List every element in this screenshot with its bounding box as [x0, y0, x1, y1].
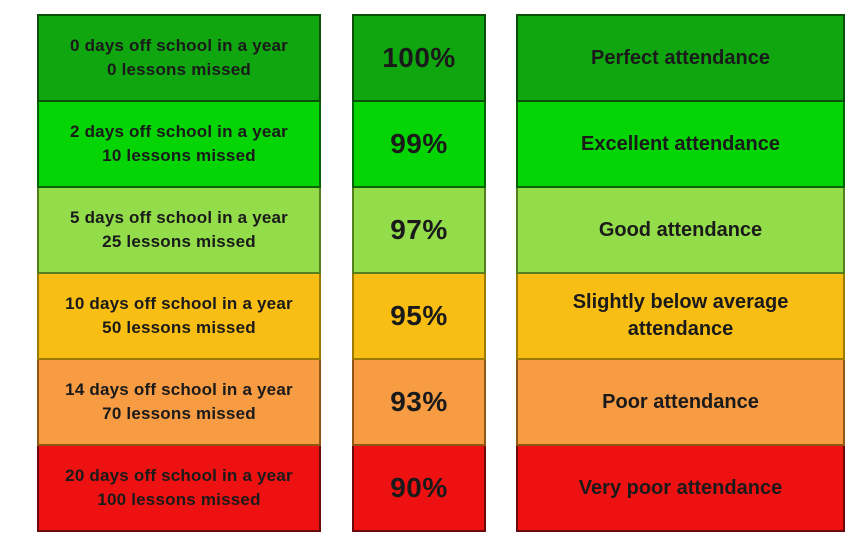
- rating-text: Excellent attendance: [581, 132, 780, 155]
- days-cell: 14 days off school in a year 70 lessons …: [37, 360, 321, 446]
- percent-text: 95%: [390, 300, 448, 331]
- days-cell: 5 days off school in a year 25 lessons m…: [37, 188, 321, 274]
- percent-text: 99%: [390, 128, 448, 159]
- rating-text: Slightly below average attendance: [572, 291, 789, 340]
- percent-cell: 100%: [352, 14, 486, 102]
- percentage-panel: 100% 99% 97% 95% 93% 90%: [352, 14, 486, 532]
- rating-cell: Excellent attendance: [516, 102, 845, 188]
- rating-text: Good attendance: [598, 218, 763, 241]
- percent-cell: 95%: [352, 274, 486, 360]
- rating-cell: Good attendance: [516, 188, 845, 274]
- percent-cell: 97%: [352, 188, 486, 274]
- rating-text: Poor attendance: [602, 390, 759, 413]
- days-cell: 10 days off school in a year 50 lessons …: [37, 274, 321, 360]
- percent-text: 97%: [390, 214, 448, 245]
- percent-text: 100%: [382, 42, 456, 73]
- days-text: 10 days off school in a year: [65, 294, 293, 313]
- days-cell: 2 days off school in a year 10 lessons m…: [37, 102, 321, 188]
- lessons-text: 50 lessons missed: [102, 318, 256, 337]
- days-text: 20 days off school in a year: [65, 466, 293, 485]
- percent-text: 90%: [390, 472, 448, 503]
- lessons-text: 0 lessons missed: [107, 60, 251, 79]
- days-text: 14 days off school in a year: [65, 380, 293, 399]
- percent-cell: 90%: [352, 446, 486, 532]
- rating-cell: Perfect attendance: [516, 14, 845, 102]
- rating-text: Perfect attendance: [591, 46, 770, 69]
- days-cell: 20 days off school in a year 100 lessons…: [37, 446, 321, 532]
- rating-cell: Very poor attendance: [516, 446, 845, 532]
- days-text: 0 days off school in a year: [70, 36, 288, 55]
- rating-text: Very poor attendance: [578, 476, 783, 499]
- days-cell: 0 days off school in a year 0 lessons mi…: [37, 14, 321, 102]
- rating-panel: Perfect attendance Excellent attendance …: [516, 14, 845, 532]
- percent-text: 93%: [390, 386, 448, 417]
- days-panel: 0 days off school in a year 0 lessons mi…: [37, 14, 321, 532]
- rating-cell: Slightly below average attendance: [516, 274, 845, 360]
- percent-cell: 93%: [352, 360, 486, 446]
- lessons-text: 70 lessons missed: [102, 404, 256, 423]
- days-text: 5 days off school in a year: [70, 208, 288, 227]
- lessons-text: 100 lessons missed: [97, 490, 261, 509]
- lessons-text: 10 lessons missed: [102, 146, 256, 165]
- percent-cell: 99%: [352, 102, 486, 188]
- rating-cell: Poor attendance: [516, 360, 845, 446]
- lessons-text: 25 lessons missed: [102, 232, 256, 251]
- days-text: 2 days off school in a year: [70, 122, 288, 141]
